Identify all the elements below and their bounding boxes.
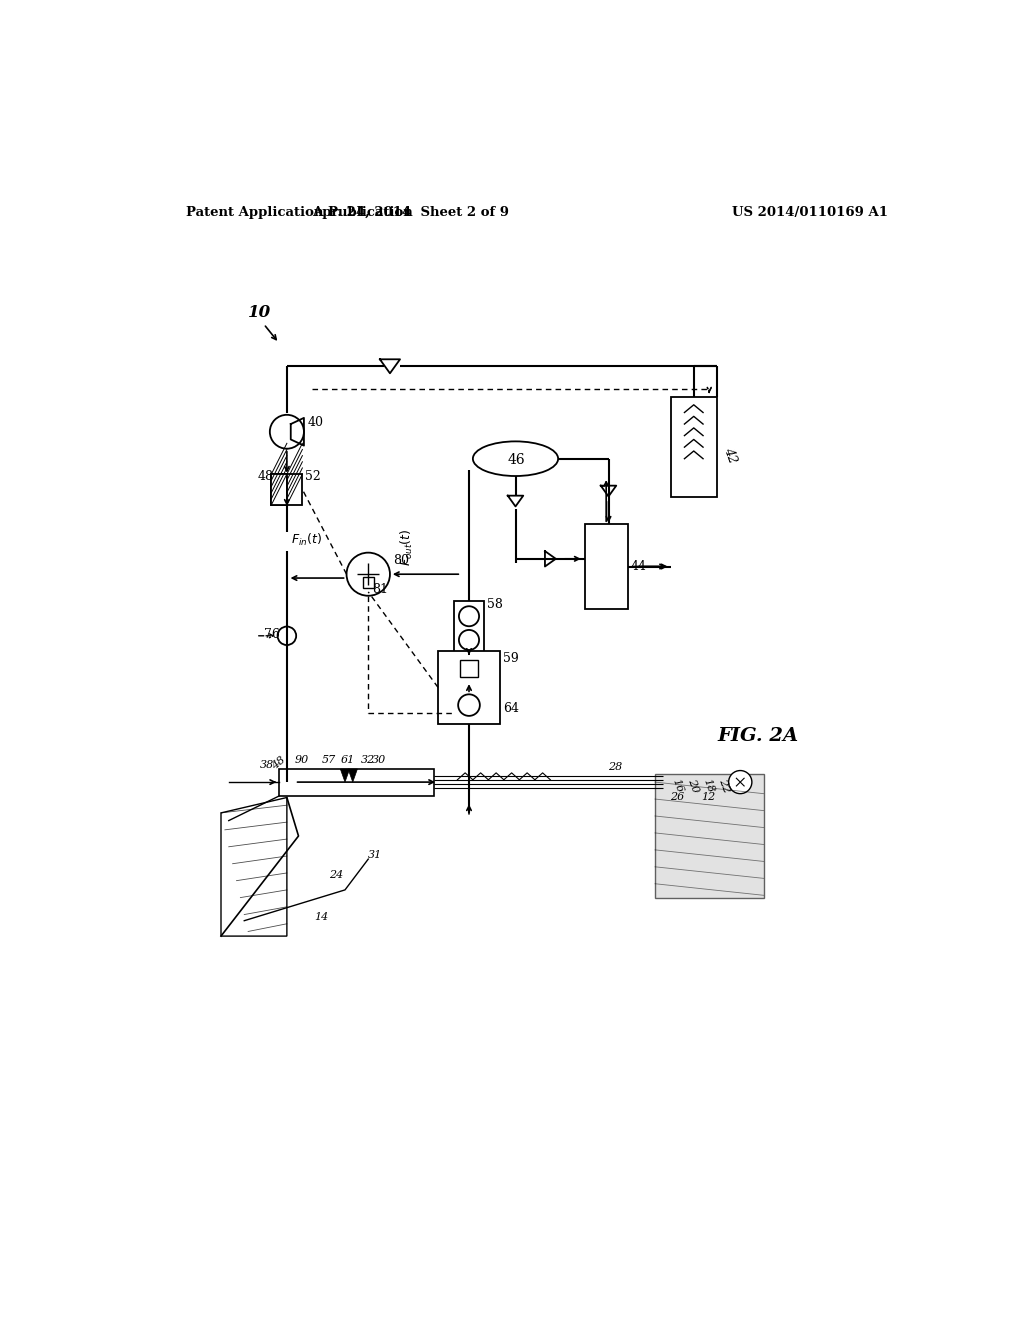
- Text: 22: 22: [717, 777, 731, 795]
- Text: 46: 46: [508, 453, 525, 467]
- Circle shape: [270, 414, 304, 449]
- Text: Apr. 24, 2014  Sheet 2 of 9: Apr. 24, 2014 Sheet 2 of 9: [312, 206, 509, 219]
- Text: 48: 48: [270, 755, 287, 771]
- Polygon shape: [221, 797, 287, 936]
- Text: 76: 76: [263, 628, 280, 640]
- Text: FIG. 2A: FIG. 2A: [717, 727, 798, 744]
- Bar: [271, 474, 302, 506]
- Text: 90: 90: [295, 755, 309, 764]
- Text: 80: 80: [393, 554, 409, 566]
- Text: 48: 48: [257, 470, 273, 483]
- Text: 42: 42: [721, 445, 738, 465]
- Circle shape: [346, 553, 390, 595]
- Text: 40: 40: [308, 416, 324, 429]
- Text: 32: 32: [360, 755, 375, 764]
- Text: 57: 57: [322, 755, 336, 764]
- Text: Patent Application Publication: Patent Application Publication: [186, 206, 413, 219]
- Bar: [280, 770, 434, 796]
- Circle shape: [729, 771, 752, 793]
- Text: 64: 64: [503, 702, 519, 715]
- Text: 52: 52: [305, 470, 321, 483]
- Text: 58: 58: [486, 598, 503, 611]
- Text: 31: 31: [369, 850, 383, 861]
- Text: 16: 16: [671, 777, 685, 795]
- Bar: [438, 651, 500, 725]
- Text: US 2014/0110169 A1: US 2014/0110169 A1: [732, 206, 889, 219]
- Text: 28: 28: [608, 762, 623, 772]
- Bar: [671, 397, 717, 498]
- Text: 20: 20: [686, 777, 700, 795]
- Text: 24: 24: [330, 870, 344, 879]
- Text: 26: 26: [671, 792, 685, 803]
- Text: 59: 59: [503, 652, 519, 665]
- Text: 14: 14: [314, 912, 329, 921]
- Polygon shape: [655, 775, 764, 898]
- Text: 61: 61: [341, 755, 355, 764]
- Bar: [455, 601, 483, 655]
- Bar: [271, 474, 287, 506]
- Text: $F_{out}(t)$: $F_{out}(t)$: [399, 528, 416, 566]
- Text: 30: 30: [372, 755, 386, 764]
- Text: 18: 18: [701, 777, 716, 795]
- Bar: [461, 660, 477, 677]
- Polygon shape: [348, 770, 357, 781]
- Circle shape: [459, 630, 479, 649]
- Bar: [586, 524, 628, 609]
- Circle shape: [458, 694, 480, 715]
- Text: 44: 44: [631, 560, 647, 573]
- Polygon shape: [340, 770, 349, 781]
- Text: 10: 10: [248, 304, 271, 321]
- Bar: [362, 577, 375, 589]
- Text: $F_{in}(t)$: $F_{in}(t)$: [291, 532, 322, 548]
- Text: 12: 12: [701, 792, 716, 803]
- Circle shape: [278, 627, 296, 645]
- Ellipse shape: [473, 441, 558, 477]
- Text: 38: 38: [260, 760, 274, 770]
- Circle shape: [459, 606, 479, 626]
- Text: 81: 81: [372, 583, 388, 597]
